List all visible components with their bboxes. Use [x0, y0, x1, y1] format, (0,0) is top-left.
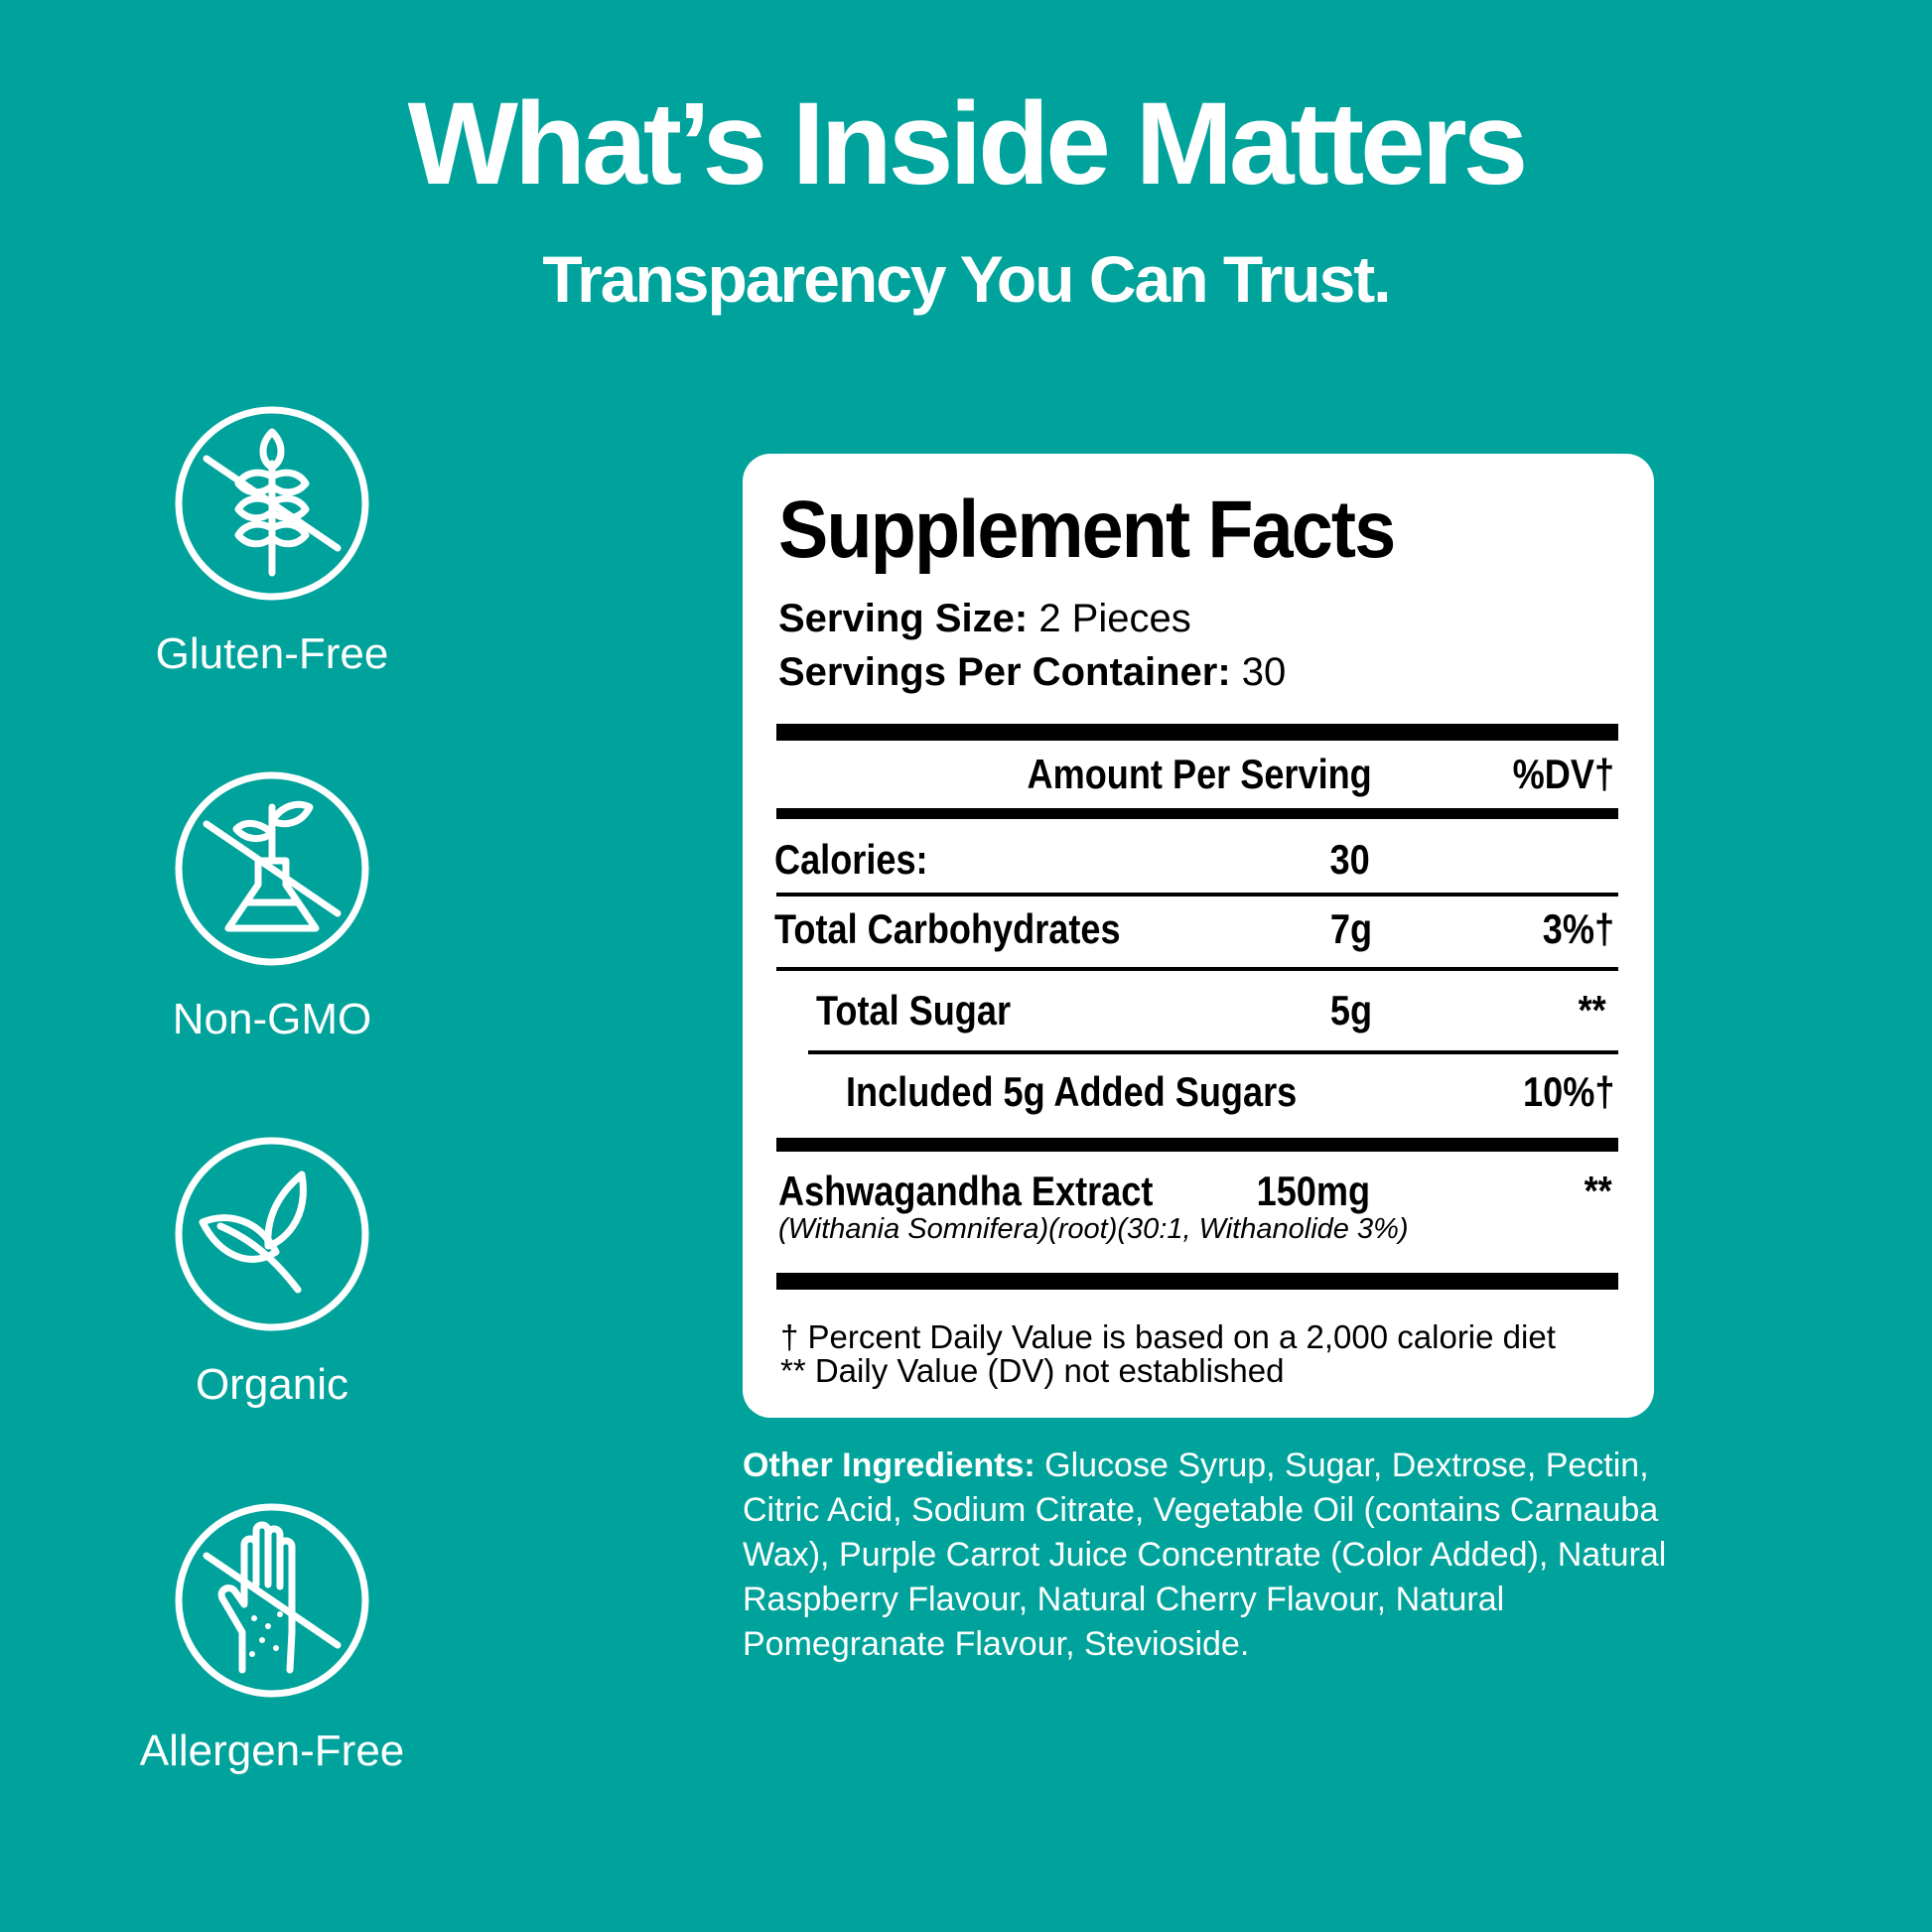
badge-non-gmo: Non-GMO — [123, 769, 421, 1041]
row-amount: 150mg — [1256, 1168, 1370, 1214]
divider-medium — [776, 808, 1618, 819]
badge-allergen-free: Allergen-Free — [123, 1501, 421, 1773]
row-name: Total Carbohydrates — [774, 905, 1121, 952]
supplement-facts-panel: Supplement Facts Serving Size: 2 Pieces … — [743, 454, 1654, 1418]
divider-thin — [776, 967, 1618, 971]
page-title: What’s Inside Matters — [407, 78, 1529, 209]
row-dv: ** — [1584, 1168, 1612, 1214]
servings-label: Servings Per Container: — [778, 650, 1231, 694]
serving-size: Serving Size: 2 Pieces — [778, 599, 1191, 638]
badge-gluten-free: Gluten-Free — [123, 404, 421, 676]
row-dv: ** — [1578, 987, 1606, 1034]
badge-organic: Organic — [123, 1135, 421, 1407]
header-dv: %DV† — [1512, 751, 1614, 797]
other-ingredients-label: Other Ingredients: — [743, 1447, 1035, 1484]
row-amount: 30 — [1329, 836, 1370, 883]
footnote-dv: † Percent Daily Value is based on a 2,00… — [780, 1318, 1556, 1355]
wheat-crossed-icon — [175, 406, 369, 601]
row-amount: 7g — [1329, 905, 1372, 952]
serving-size-label: Serving Size: — [778, 597, 1029, 640]
footnote-not-established: ** Daily Value (DV) not established — [780, 1352, 1285, 1389]
facts-title: Supplement Facts — [778, 484, 1396, 575]
other-ingredients: Other Ingredients: Glucose Syrup, Sugar,… — [743, 1444, 1676, 1667]
servings-value: 30 — [1230, 650, 1287, 694]
row-name: Included 5g Added Sugars — [846, 1068, 1298, 1115]
serving-size-value: 2 Pieces — [1028, 597, 1191, 640]
row-name: Ashwagandha Extract — [778, 1168, 1154, 1214]
page-subtitle: Transparency You Can Trust. — [542, 242, 1391, 316]
divider-thick — [776, 1138, 1618, 1152]
header-amount: Amount Per Serving — [1027, 751, 1372, 797]
leaf-icon — [175, 1137, 369, 1331]
flask-sprout-crossed-icon — [175, 771, 369, 966]
ashwagandha-detail: (Withania Somnifera)(root)(30:1, Withano… — [778, 1213, 1409, 1245]
badge-label: Gluten-Free — [155, 629, 389, 678]
servings-per-container: Servings Per Container: 30 — [778, 652, 1286, 692]
divider-thin — [776, 893, 1618, 897]
badge-label: Allergen-Free — [139, 1726, 405, 1775]
row-dv: 10%† — [1522, 1068, 1614, 1115]
badge-label: Organic — [195, 1360, 349, 1409]
badge-label: Non-GMO — [172, 995, 372, 1043]
hand-crossed-icon — [175, 1503, 369, 1698]
row-name: Total Sugar — [816, 987, 1011, 1034]
row-amount: 5g — [1329, 987, 1372, 1034]
row-name: Calories: — [774, 836, 928, 883]
divider-thick — [776, 1273, 1618, 1290]
row-dv: 3%† — [1542, 905, 1614, 952]
divider-thin — [808, 1050, 1618, 1054]
other-ingredients-text: Glucose Syrup, Sugar, Dextrose, Pectin, … — [743, 1447, 1667, 1663]
divider-thick — [776, 724, 1618, 741]
